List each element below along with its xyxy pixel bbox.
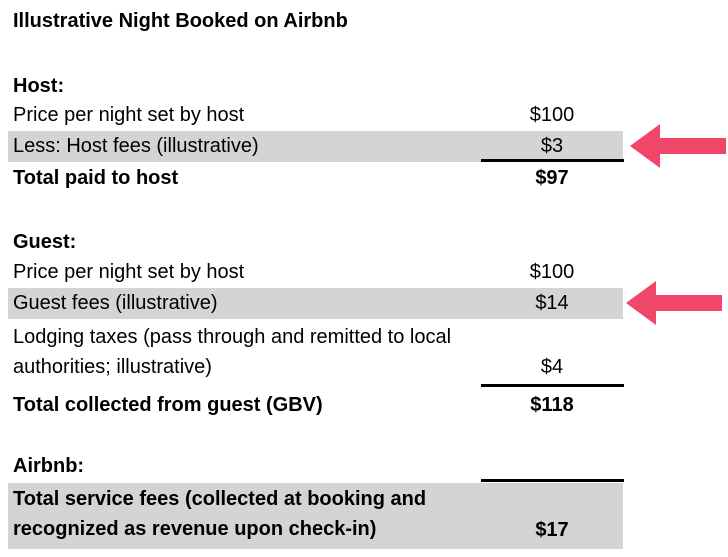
airbnb-section-heading: Airbnb: [13,455,85,477]
host-row-fees: Less: Host fees (illustrative) $3 [8,131,623,162]
host-price-value: $100 [529,104,575,126]
guest-price-value: $100 [529,261,575,283]
guest-row-fees: Guest fees (illustrative) $14 [8,288,623,319]
left-arrow-icon [630,124,726,168]
airbnb-row-service-fees: Total service fees (collected at booking… [8,483,623,549]
host-total-rule [481,159,624,162]
page-title: Illustrative Night Booked on Airbnb [13,10,348,32]
guest-taxes-label: Lodging taxes (pass through and remitted… [13,326,452,378]
guest-row-price: Price per night set by host $100 [8,257,623,288]
airbnb-service-fees-value: $17 [535,519,569,541]
guest-fees-value: $14 [535,292,569,314]
guest-total-value: $118 [530,394,574,416]
left-arrow-icon [626,281,722,325]
airbnb-top-rule [481,479,624,482]
guest-taxes-value: $4 [540,356,564,378]
airbnb-service-fees-label: Total service fees (collected at booking… [13,488,427,540]
guest-section-heading: Guest: [13,231,77,253]
guest-row-taxes: Lodging taxes (pass through and remitted… [8,321,623,383]
host-total-value: $97 [535,167,569,189]
guest-total-label: Total collected from guest (GBV) [13,394,323,416]
guest-total-rule [481,384,624,387]
host-fees-label: Less: Host fees (illustrative) [13,135,259,157]
host-row-total: Total paid to host $97 [8,163,623,194]
host-row-price: Price per night set by host $100 [8,100,623,131]
host-fees-value: $3 [540,135,564,157]
host-total-label: Total paid to host [13,167,179,189]
host-price-label: Price per night set by host [13,104,245,126]
guest-fees-label: Guest fees (illustrative) [13,292,218,314]
guest-price-label: Price per night set by host [13,261,245,283]
host-section-heading: Host: [13,75,65,97]
guest-row-total: Total collected from guest (GBV) $118 [8,390,623,421]
